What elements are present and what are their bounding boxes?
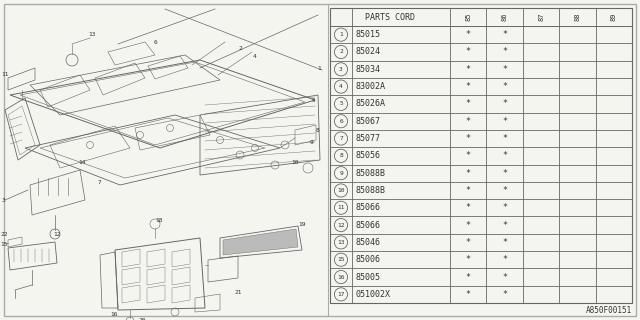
Text: 3: 3 — [339, 67, 343, 72]
Text: 4: 4 — [339, 84, 343, 89]
Text: *: * — [502, 220, 507, 229]
Text: *: * — [502, 134, 507, 143]
Text: 5: 5 — [311, 98, 315, 102]
Text: 11: 11 — [337, 205, 345, 210]
Text: *: * — [502, 65, 507, 74]
Text: 4: 4 — [253, 53, 257, 59]
Text: 2: 2 — [339, 50, 343, 54]
Text: 16: 16 — [337, 275, 345, 280]
Text: *: * — [466, 238, 470, 247]
Text: 85077: 85077 — [355, 134, 380, 143]
Text: 10: 10 — [337, 188, 345, 193]
Text: 8: 8 — [316, 127, 320, 132]
Text: 6: 6 — [153, 39, 157, 44]
Text: 10: 10 — [291, 159, 299, 164]
Text: 15: 15 — [0, 243, 8, 247]
Text: *: * — [466, 134, 470, 143]
Text: 3: 3 — [2, 197, 6, 203]
Text: 85006: 85006 — [355, 255, 380, 264]
Text: 87: 87 — [538, 13, 544, 21]
Text: *: * — [502, 290, 507, 299]
Text: 18: 18 — [156, 218, 163, 222]
Text: 8: 8 — [339, 153, 343, 158]
Text: *: * — [466, 30, 470, 39]
Text: *: * — [502, 273, 507, 282]
Text: 85005: 85005 — [355, 273, 380, 282]
Text: 86: 86 — [502, 13, 508, 21]
Text: *: * — [502, 117, 507, 126]
Text: 15: 15 — [337, 257, 345, 262]
Text: 85066: 85066 — [355, 220, 380, 229]
Text: 85046: 85046 — [355, 238, 380, 247]
Text: 85: 85 — [465, 13, 471, 21]
Polygon shape — [223, 229, 298, 255]
Text: 20: 20 — [138, 317, 146, 320]
Text: 051002X: 051002X — [355, 290, 390, 299]
Text: 7: 7 — [339, 136, 343, 141]
Text: *: * — [466, 220, 470, 229]
Text: *: * — [502, 186, 507, 195]
Text: *: * — [502, 238, 507, 247]
Text: *: * — [466, 169, 470, 178]
Text: 89: 89 — [611, 13, 617, 21]
Text: *: * — [502, 100, 507, 108]
Text: 85015: 85015 — [355, 30, 380, 39]
Text: *: * — [502, 203, 507, 212]
Text: 5: 5 — [339, 101, 343, 107]
Text: 85034: 85034 — [355, 65, 380, 74]
Text: 1: 1 — [339, 32, 343, 37]
Bar — [330, 8, 632, 303]
Text: *: * — [466, 273, 470, 282]
Text: 19: 19 — [298, 222, 306, 228]
Text: *: * — [466, 186, 470, 195]
Text: *: * — [466, 82, 470, 91]
Text: 22: 22 — [0, 233, 8, 237]
Text: 14: 14 — [78, 159, 86, 164]
Text: *: * — [502, 151, 507, 160]
Text: *: * — [502, 30, 507, 39]
Text: *: * — [466, 203, 470, 212]
Text: *: * — [466, 100, 470, 108]
Text: 9: 9 — [310, 140, 314, 145]
Text: *: * — [466, 290, 470, 299]
Text: *: * — [466, 117, 470, 126]
Text: *: * — [466, 65, 470, 74]
Text: *: * — [502, 82, 507, 91]
Text: 11: 11 — [1, 73, 9, 77]
Text: *: * — [466, 47, 470, 56]
Text: 9: 9 — [339, 171, 343, 176]
Text: 13: 13 — [88, 33, 96, 37]
Text: 13: 13 — [337, 240, 345, 245]
Text: 85066: 85066 — [355, 203, 380, 212]
Text: 16: 16 — [110, 313, 118, 317]
Text: 88: 88 — [575, 13, 580, 21]
Text: *: * — [466, 255, 470, 264]
Text: *: * — [466, 151, 470, 160]
Text: *: * — [502, 255, 507, 264]
Text: 85067: 85067 — [355, 117, 380, 126]
Text: 85088B: 85088B — [355, 169, 385, 178]
Text: 7: 7 — [98, 180, 102, 185]
Text: 83002A: 83002A — [355, 82, 385, 91]
Text: 1: 1 — [317, 66, 321, 70]
Text: 2: 2 — [238, 45, 242, 51]
Text: *: * — [502, 169, 507, 178]
Text: 12: 12 — [337, 223, 345, 228]
Text: A850F00151: A850F00151 — [586, 306, 632, 315]
Text: 85024: 85024 — [355, 47, 380, 56]
Text: 6: 6 — [339, 119, 343, 124]
Text: 85088B: 85088B — [355, 186, 385, 195]
Text: 85026A: 85026A — [355, 100, 385, 108]
Text: 17: 17 — [337, 292, 345, 297]
Text: *: * — [502, 47, 507, 56]
Text: 85056: 85056 — [355, 151, 380, 160]
Text: 12: 12 — [53, 233, 61, 237]
Text: 21: 21 — [234, 291, 242, 295]
Text: PARTS CORD: PARTS CORD — [365, 12, 415, 21]
